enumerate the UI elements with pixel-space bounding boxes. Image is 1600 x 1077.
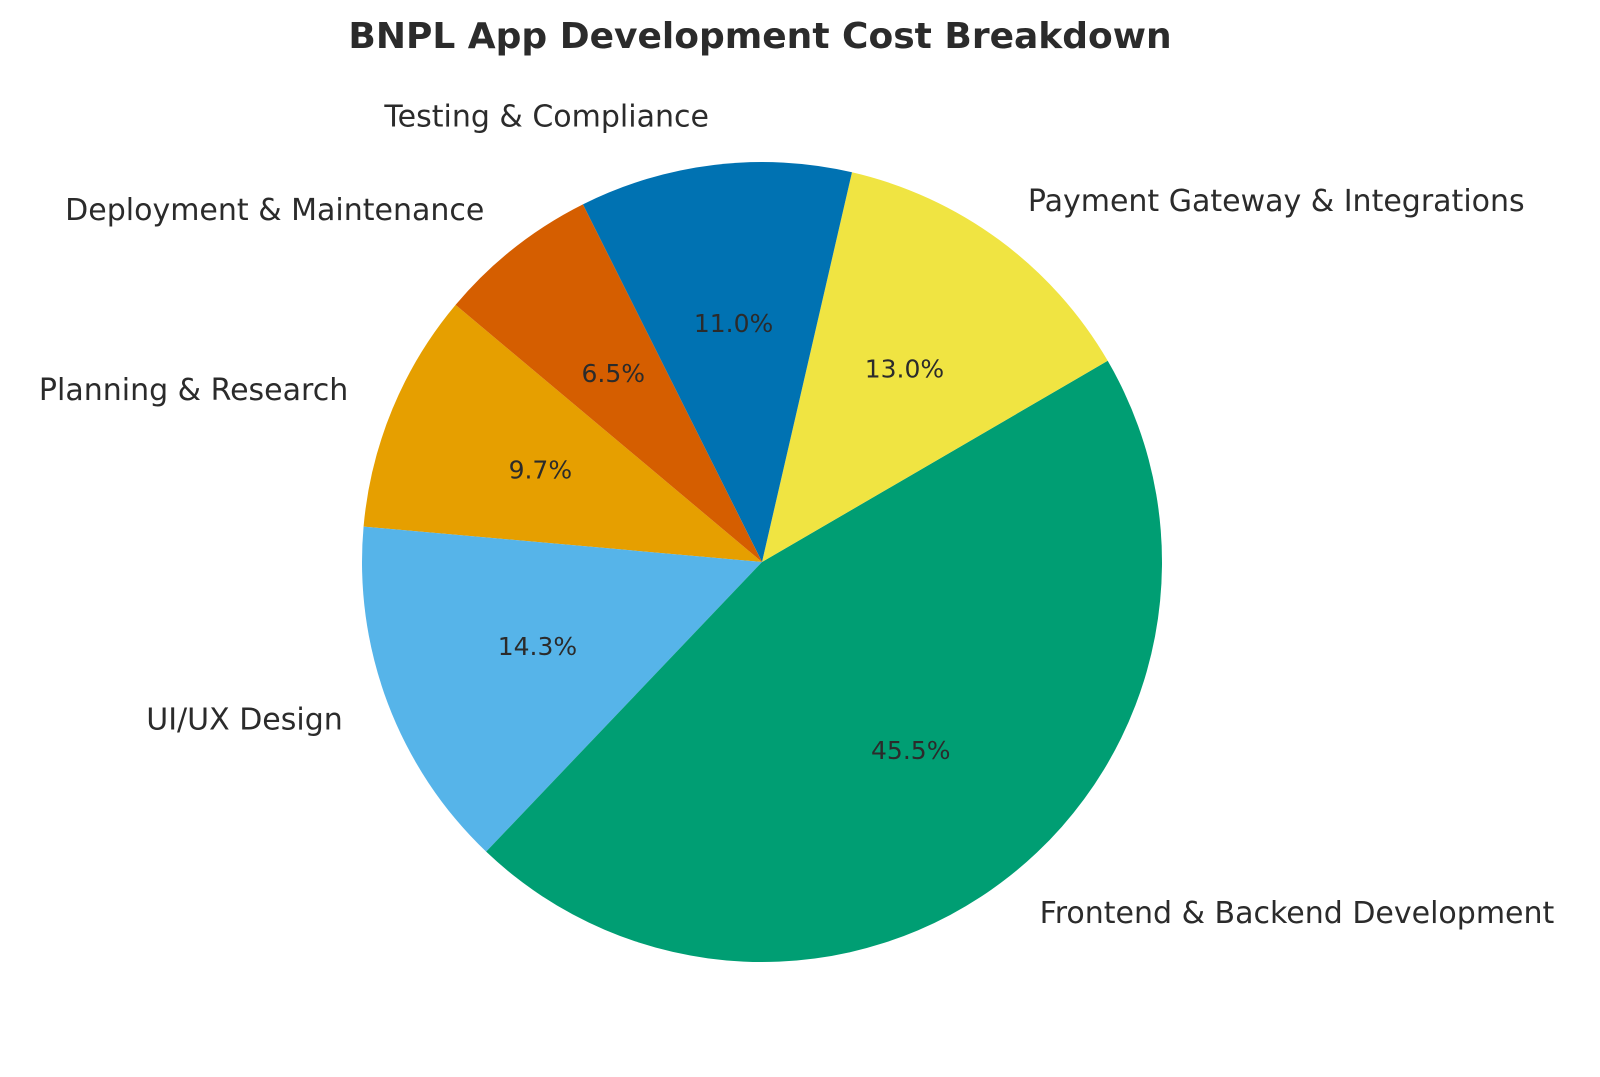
slice-percent-frontend-backend-development: 45.5% bbox=[871, 736, 950, 765]
slice-label-deployment-maintenance: Deployment & Maintenance bbox=[65, 193, 484, 228]
pie-labels: Planning & Research 9.7% UI/UX Design 14.3%… bbox=[39, 100, 1555, 931]
slice-label-ui-ux-design: UI/UX Design bbox=[146, 703, 343, 738]
chart-title: BNPL App Development Cost Breakdown bbox=[348, 16, 1171, 57]
slice-percent-planning-research: 9.7% bbox=[509, 456, 573, 485]
slice-label-frontend-backend-development: Frontend & Backend Development bbox=[1040, 896, 1555, 931]
pie-slice-planning-research bbox=[363, 304, 762, 562]
pie-slice-payment-gateway-integrations bbox=[762, 172, 1108, 563]
pie-slices bbox=[362, 162, 1163, 963]
slice-label-payment-gateway-integrations: Payment Gateway & Integrations bbox=[1028, 184, 1525, 219]
slice-label-testing-compliance: Testing & Compliance bbox=[383, 100, 709, 135]
pie-slice-deployment-maintenance bbox=[455, 204, 762, 562]
pie-slice-ui-ux-design bbox=[362, 526, 762, 852]
slice-label-planning-research: Planning & Research bbox=[39, 373, 348, 408]
slice-percent-testing-compliance: 11.0% bbox=[694, 309, 773, 338]
slice-percent-deployment-maintenance: 6.5% bbox=[581, 359, 645, 388]
slice-percent-payment-gateway-integrations: 13.0% bbox=[865, 354, 944, 383]
pie-slice-testing-compliance bbox=[582, 162, 852, 563]
pie-slice-frontend-backend-development bbox=[486, 360, 1163, 963]
slice-percent-ui-ux-design: 14.3% bbox=[498, 632, 577, 661]
